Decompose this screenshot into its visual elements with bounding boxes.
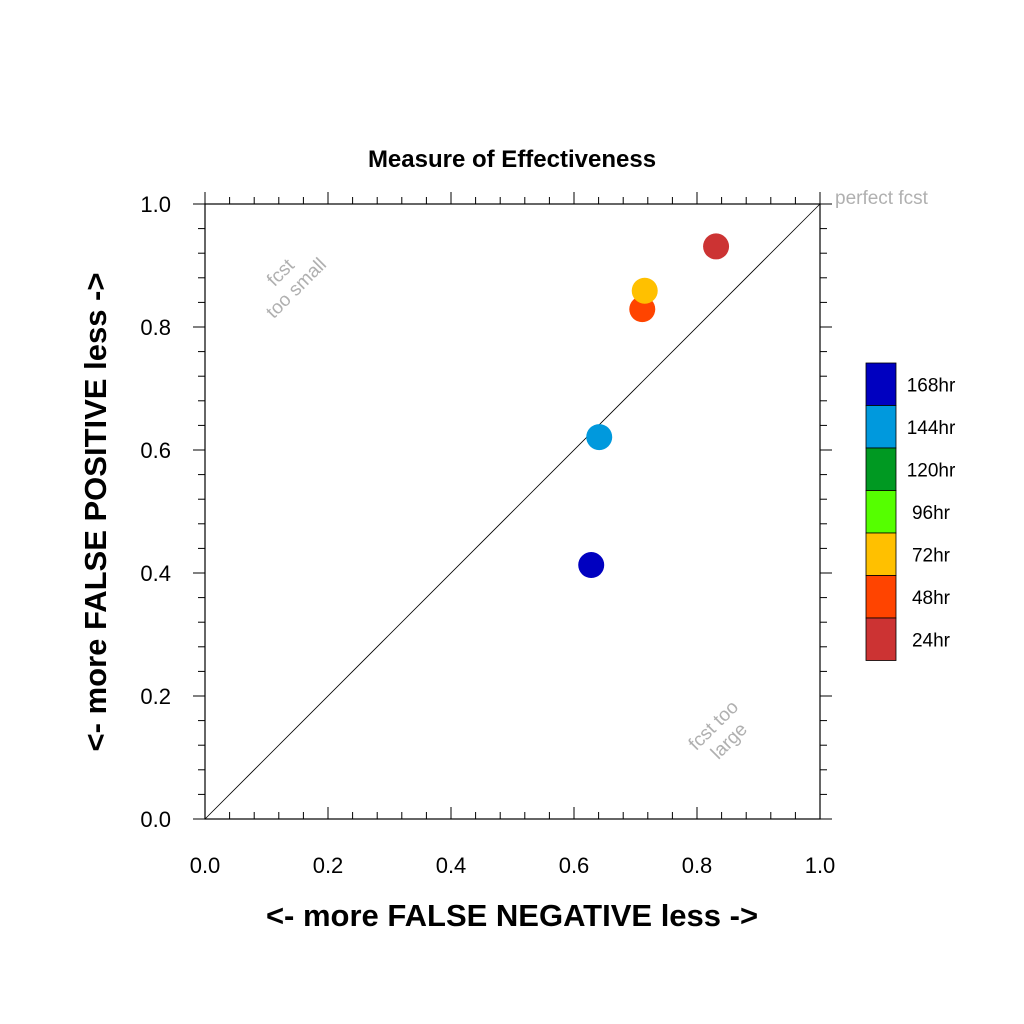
y-tick-label: 0.6 [140, 438, 171, 463]
perfect-forecast-note: perfect fcst [835, 188, 929, 209]
legend-swatch-24hr [865, 617, 897, 661]
y-tick-label: 1.0 [140, 192, 171, 217]
data-point-168hr [578, 552, 605, 579]
legend-swatch-48hr [865, 575, 897, 619]
y-tick-label: 0.8 [140, 315, 171, 340]
legend-swatch-96hr [865, 490, 897, 534]
x-tick-label: 1.0 [805, 853, 836, 878]
legend-label-48hr: 48hr [912, 588, 951, 609]
data-point-24hr [703, 233, 730, 260]
legend-swatch-72hr [865, 532, 897, 576]
x-tick-label: 0.4 [436, 853, 467, 878]
data-point-72hr [631, 277, 658, 304]
y-tick-label: 0.0 [140, 807, 171, 832]
axis-tick-labels: 0.0 0.2 0.4 0.6 0.8 1.0 0.0 0.2 0.4 0.6 0.8 1.0 [140, 192, 835, 878]
y-tick-label: 0.2 [140, 684, 171, 709]
legend-label-168hr: 168hr [907, 375, 956, 396]
x-axis-title: <- more FALSE NEGATIVE less -> [266, 898, 758, 933]
y-tick-label: 0.4 [140, 561, 171, 586]
plot-border [204, 203, 821, 820]
x-tick-label: 0.0 [190, 853, 221, 878]
plot-area [204, 203, 821, 820]
legend: 168hr 144hr 120hr 96hr 72hr 48hr 24hr [865, 362, 956, 661]
data-point-144hr [586, 424, 613, 451]
legend-swatch-168hr [865, 362, 897, 406]
y-axis-title: <- more FALSE POSITIVE less -> [78, 273, 113, 752]
x-tick-label: 0.8 [682, 853, 713, 878]
legend-label-24hr: 24hr [912, 630, 951, 651]
chart-title: Measure of Effectiveness [368, 146, 656, 173]
legend-label-120hr: 120hr [907, 460, 956, 481]
legend-label-96hr: 96hr [912, 503, 951, 524]
legend-label-72hr: 72hr [912, 545, 951, 566]
data-points [578, 233, 730, 579]
axis-ticks [193, 192, 832, 820]
legend-swatch-120hr [865, 447, 897, 491]
x-tick-label: 0.2 [313, 853, 344, 878]
x-tick-label: 0.6 [559, 853, 590, 878]
too-small-note-line2: too small [262, 254, 331, 323]
legend-swatch-144hr [865, 405, 897, 449]
legend-label-144hr: 144hr [907, 418, 956, 439]
diagonal-line [204, 203, 821, 820]
